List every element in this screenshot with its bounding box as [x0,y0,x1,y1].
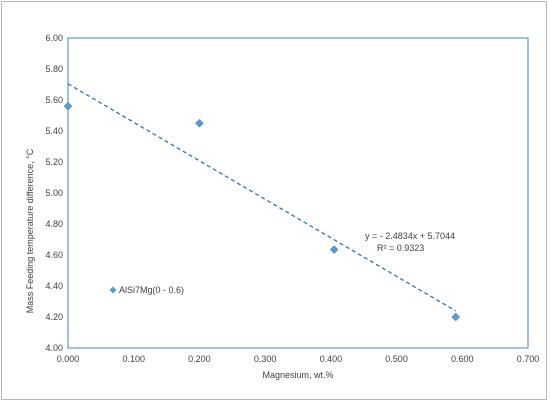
x-tick-label: 0.600 [451,354,474,364]
data-point [329,245,339,254]
plot-area-border [67,37,529,349]
y-axis-label: Mass Feeding temperature difference, °C [25,148,35,313]
x-tick-label: 0.400 [320,354,343,364]
y-tick-label: 4.60 [45,250,63,260]
y-tick-label: 5.00 [45,188,63,198]
y-tick-labels: 4.00 4.20 4.40 4.60 4.80 5.00 5.20 5.40 5.60 5.80… [45,33,63,353]
x-axis-label: Magnesium, wt.% [262,370,333,380]
y-tick-label: 4.00 [45,343,63,353]
y-tick-label: 5.80 [45,64,63,74]
x-tick-label: 0.200 [188,354,211,364]
trendline-equation: y = - 2.4834x + 5.7044 [365,231,455,241]
data-point [63,101,73,111]
y-tick-label: 6.00 [45,33,63,43]
x-tick-label: 0.000 [57,354,80,364]
y-tick-label: 4.20 [45,312,63,322]
y-tick-label: 5.60 [45,95,63,105]
legend-marker-diamond [109,286,117,294]
x-tick-label: 0.300 [254,354,277,364]
x-tick-label: 0.100 [122,354,145,364]
data-point [195,118,204,128]
y-tick-label: 4.40 [45,281,63,291]
x-tick-label: 0.700 [517,354,540,364]
r-squared-label: R² = 0.9323 [377,243,424,253]
data-point [451,312,461,322]
legend-label: AlSi7Mg(0 - 0.6) [119,285,184,295]
x-tick-labels: 0.000 0.100 0.200 0.300 0.400 0.500 0.600 0.700 [57,354,540,364]
trendline [67,83,457,312]
y-tick-label: 5.40 [45,126,63,136]
y-tick-label: 5.20 [45,157,63,167]
x-tick-label: 0.500 [385,354,408,364]
y-tick-label: 4.80 [45,219,63,229]
data-points [63,101,461,322]
